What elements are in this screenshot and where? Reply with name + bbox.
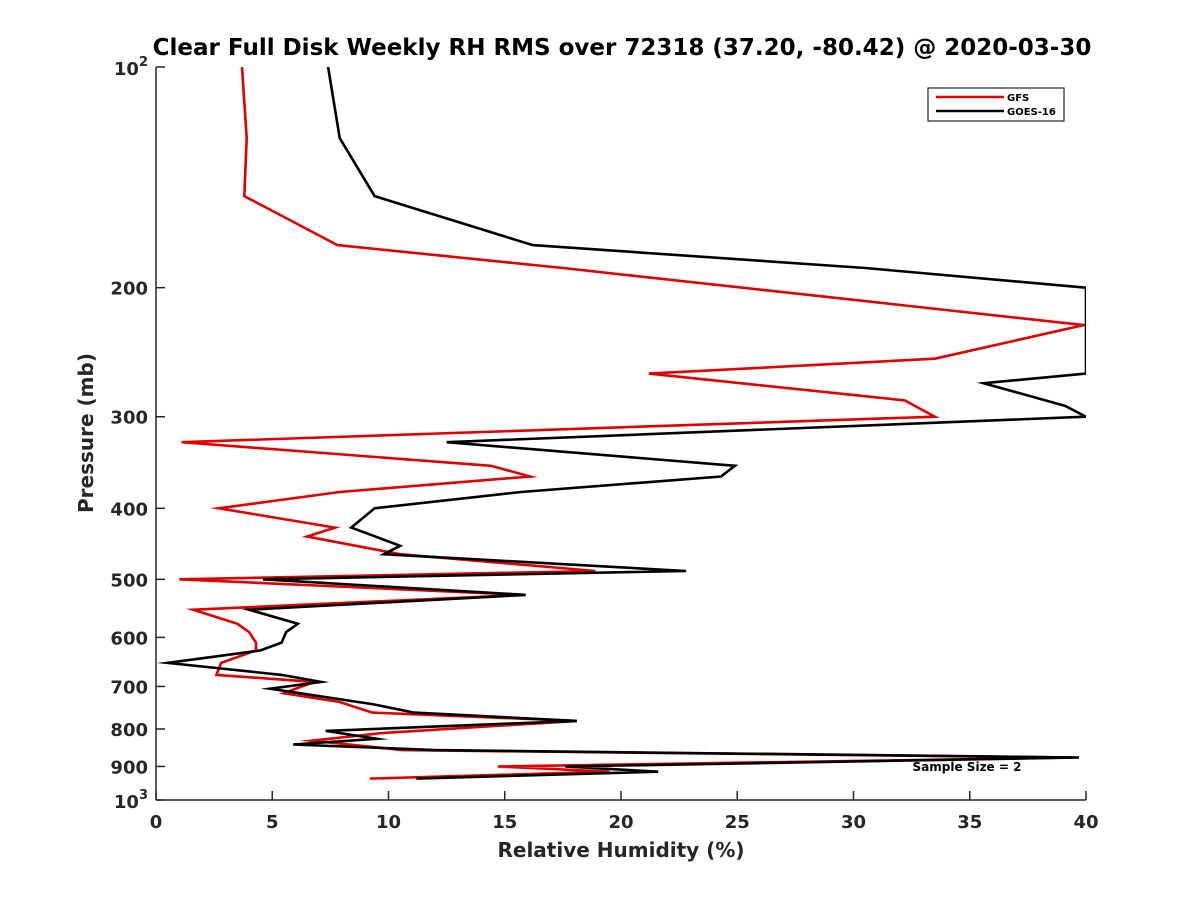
series-layer (156, 67, 1086, 780)
x-tick-label: 10 (376, 812, 401, 833)
y-tick-label: 200 (110, 279, 148, 300)
y-tick-label: 700 (110, 677, 148, 698)
series-line-goes-16 (156, 67, 1086, 780)
x-tick-label: 30 (841, 812, 866, 833)
chart-title: Clear Full Disk Weekly RH RMS over 72318… (153, 35, 1092, 61)
y-tick-label: 900 (110, 757, 148, 778)
legend: GFS GOES-16 (927, 87, 1065, 122)
y-tick-label: 600 (110, 628, 148, 649)
y-tick-label: 800 (110, 720, 148, 741)
legend-label-goes-16: GOES-16 (1007, 107, 1056, 118)
ticks-layer: 0 5 10 15 20 25 30 35 40 102 200 300 400 500 600 700 800… (110, 55, 1098, 833)
y-tick-label: 300 (110, 408, 148, 429)
x-axis-label: Relative Humidity (%) (497, 838, 744, 862)
x-tick-label: 5 (266, 812, 279, 833)
x-tick-label: 0 (150, 812, 163, 833)
x-tick-label: 20 (608, 812, 633, 833)
y-axis-label: Pressure (mb) (74, 353, 98, 513)
y-tick-label: 103 (114, 788, 148, 813)
x-tick-label: 25 (725, 812, 750, 833)
sample-size-annotation: Sample Size = 2 (913, 760, 1022, 774)
y-tick-label: 102 (114, 55, 148, 80)
series-line-gfs (179, 67, 1086, 780)
x-tick-label: 15 (492, 812, 517, 833)
legend-label-gfs: GFS (1007, 93, 1029, 104)
x-tick-label: 35 (957, 812, 982, 833)
x-tick-label: 40 (1073, 812, 1098, 833)
plot-area (156, 67, 1086, 800)
y-tick-label: 500 (110, 570, 148, 591)
legend-box (927, 87, 1065, 122)
y-tick-label: 400 (110, 499, 148, 520)
